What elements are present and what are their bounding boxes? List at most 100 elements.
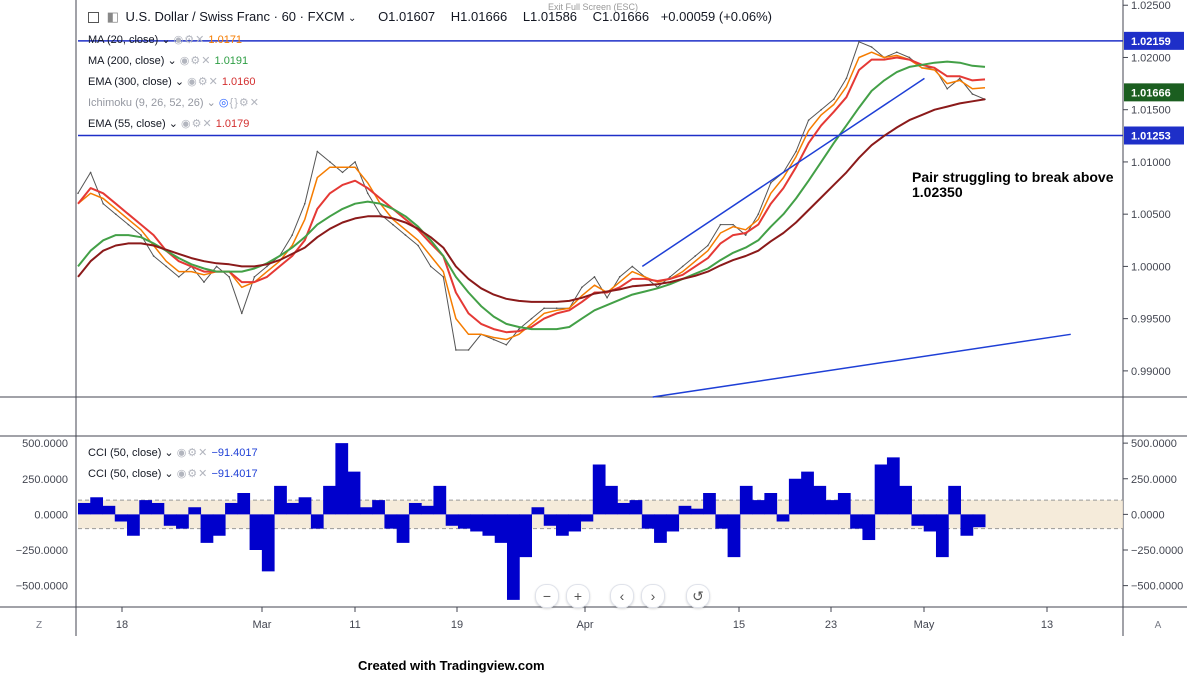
cci-bar [188, 507, 202, 515]
indicator-controls-icon[interactable]: ◉⚙✕ [173, 34, 206, 46]
cci-bar [176, 514, 189, 529]
series-line-3[interactable] [77, 60, 986, 331]
price-point [228, 276, 230, 278]
indicator-controls-icon[interactable]: ◉⚙✕ [180, 118, 213, 130]
cci-legend-2[interactable]: CCI (50, close) ⌄ ◉⚙✕ −91.4017 [88, 467, 258, 480]
cci-left-tick-label: −250.0000 [16, 545, 68, 557]
ohlc-close: C1.01666 [592, 9, 650, 24]
chevron-down-icon[interactable]: ⌄ [174, 76, 185, 88]
price-label-box [1124, 31, 1184, 50]
cci-bar [837, 493, 851, 515]
cci-bar [163, 514, 177, 526]
price-point [959, 77, 961, 80]
price-point [530, 317, 533, 320]
corner-right-label[interactable]: A [1155, 620, 1162, 631]
cci-bar [359, 507, 373, 515]
price-point [719, 223, 722, 226]
price-point [757, 213, 760, 215]
cci-left-tick-label: 0.0000 [34, 509, 68, 521]
price-point [203, 281, 205, 283]
price-point [593, 276, 596, 278]
indicator-controls-icon[interactable]: ◉⚙✕ [176, 447, 209, 459]
corner-left-label[interactable]: Z [36, 620, 42, 631]
indicator-controls-icon[interactable]: ◉⚙✕ [179, 55, 212, 67]
indicator-ichimoku[interactable]: Ichimoku (9, 26, 52, 26) ⌄ ◎{}⚙✕ [88, 96, 260, 109]
cci-bar [102, 505, 116, 515]
symbol-header: ◧ U.S. Dollar / Swiss Franc · 60 · FXCM … [88, 9, 772, 25]
zoom-in-button[interactable]: + [566, 584, 590, 608]
price-tick-label: 1.00500 [1131, 209, 1171, 221]
chevron-down-icon[interactable]: ⌄ [206, 97, 216, 109]
ohlc-high: H1.01666 [450, 9, 508, 24]
indicator-value: −91.4017 [211, 468, 258, 480]
cci-bar [408, 502, 422, 515]
exit-fullscreen-hint[interactable]: Exit Full Screen (ESC) [548, 2, 639, 12]
price-point [77, 192, 79, 195]
indicator-ema55[interactable]: EMA (55, close) ⌄ ◉⚙✕ 1.0179 [88, 117, 249, 130]
reset-chart-button[interactable]: ↺ [686, 584, 710, 608]
scroll-left-button[interactable]: ‹ [610, 584, 634, 608]
chevron-down-icon[interactable]: ⌄ [164, 447, 174, 459]
indicator-ma200[interactable]: MA (200, close) ⌄ ◉⚙✕ 1.0191 [88, 54, 248, 67]
cci-bar [212, 514, 226, 536]
chevron-down-icon[interactable]: ⌄ [164, 468, 174, 480]
bar-style-icon[interactable]: ◧ [106, 9, 119, 24]
price-labels: 1.02159 1.01666 1.01253 [1124, 31, 1184, 145]
indicator-controls-icon[interactable]: ◎ [218, 97, 230, 109]
price-point [870, 46, 873, 48]
trendline-0[interactable] [641, 77, 925, 268]
indicator-ema300[interactable]: EMA (300, close) ⌄ ◉⚙✕ 1.0160 [88, 75, 256, 88]
cci-left-tick-label: 250.0000 [22, 474, 68, 486]
cci-left-tick-label: −500.0000 [16, 581, 68, 593]
chevron-down-icon[interactable]: ⌄ [167, 55, 177, 67]
price-tick-label: 1.02000 [1131, 52, 1171, 64]
indicator-value: 1.0191 [214, 55, 249, 67]
cci-bar [776, 514, 790, 522]
price-point [392, 223, 394, 226]
price-point [114, 213, 117, 215]
indicator-controls-icon[interactable]: ◉⚙✕ [176, 468, 209, 480]
cci-bar [580, 514, 594, 522]
cci-legend-1[interactable]: CCI (50, close) ⌄ ◉⚙✕ −91.4017 [88, 446, 258, 459]
cci-bar [850, 514, 863, 529]
cci-bar [347, 471, 361, 515]
cci-bar [457, 514, 471, 529]
price-point [404, 234, 407, 236]
price-point [631, 265, 634, 268]
price-point [732, 223, 734, 226]
cci-bar [506, 514, 520, 600]
cci-tick-label: 500.0000 [1131, 438, 1177, 450]
price-point [215, 265, 218, 268]
indicator-ma20[interactable]: MA (20, close) ⌄ ◉⚙✕ 1.0171 [88, 33, 242, 46]
indicator-label: Ichimoku (9, 26, 52, 26) [88, 97, 204, 109]
cci-bar [972, 514, 986, 528]
cci-bar [703, 493, 716, 515]
time-tick-label: May [914, 619, 935, 631]
trendline-1[interactable] [652, 333, 1071, 398]
time-tick-label: Apr [576, 619, 593, 631]
price-point [694, 255, 697, 257]
collapse-icon[interactable] [88, 12, 99, 24]
cci-bar [225, 502, 238, 515]
indicator-controls-icon[interactable]: {}⚙✕ [229, 97, 260, 109]
chevron-down-icon[interactable]: ⌄ [161, 34, 171, 46]
chevron-down-icon[interactable]: ⌄ [348, 13, 357, 24]
cci-bar [114, 514, 128, 522]
cci-bar [372, 500, 385, 515]
scroll-right-button[interactable]: › [641, 584, 665, 608]
price-point [543, 307, 545, 309]
cci-tick-label: −250.0000 [1131, 545, 1183, 557]
series-line-4[interactable] [77, 98, 986, 303]
price-point [795, 150, 797, 153]
cci-bar [200, 514, 214, 543]
price-point [518, 328, 520, 330]
indicator-controls-icon[interactable]: ◉⚙✕ [187, 76, 219, 88]
chevron-down-icon[interactable]: ⌄ [168, 118, 178, 130]
zoom-out-button[interactable]: − [535, 584, 559, 608]
symbol-title[interactable]: U.S. Dollar / Swiss Franc · 60 · FXCM [125, 9, 345, 24]
price-axis: 1.02500 1.02000 1.01500 1.01000 1.00500 1.000… [1123, 0, 1171, 378]
price-point [845, 77, 848, 80]
cci-tick-label: 250.0000 [1131, 474, 1177, 486]
price-point [165, 265, 167, 268]
